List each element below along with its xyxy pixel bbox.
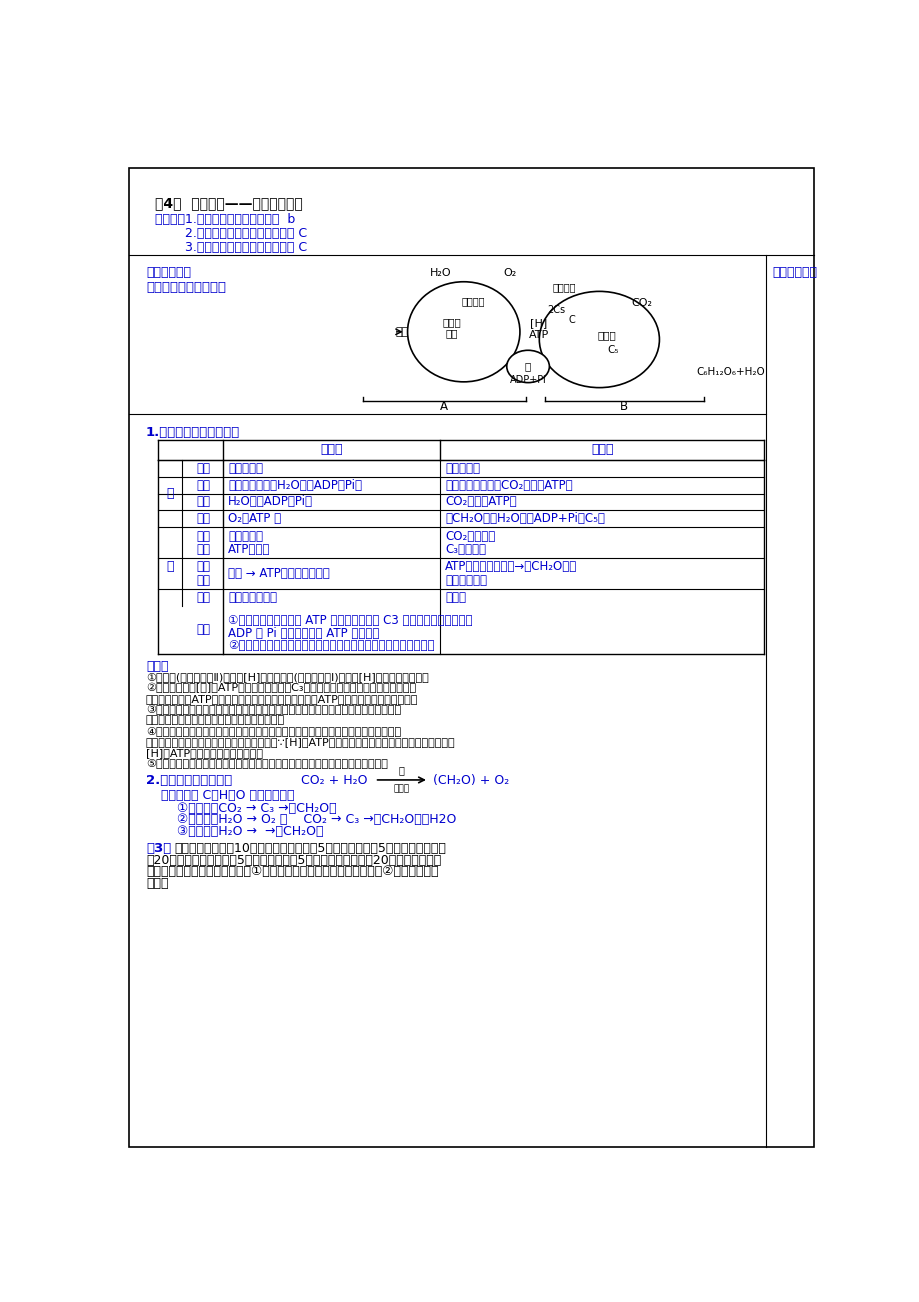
Text: C₅: C₅ [607,345,618,355]
Text: 件不变，则甲、乙、丙三种植物①所制造的有机物总量：丙＞乙＞甲？②积累的有机物: 件不变，则甲、乙、丙三种植物①所制造的有机物总量：丙＞乙＞甲？②积累的有机物 [146,866,438,879]
Text: 多种酶、不需光、CO₂、（、ATP）: 多种酶、不需光、CO₂、（、ATP） [445,479,573,492]
Text: 水的光解: 水的光解 [460,296,484,306]
Text: 多种酶: 多种酶 [597,329,616,340]
Text: 原料: 原料 [196,496,210,509]
Text: 光、色素、酶、H₂O、（ADP、Pi）: 光、色素、酶、H₂O、（ADP、Pi） [228,479,362,492]
Text: 注意：: 注意： [146,660,168,673]
Text: O₂、ATP 、: O₂、ATP 、 [228,513,281,526]
Text: 生命活动所需的ATP只能来自细胞呼吸。细胞呼吸产生的ATP用于生物体各项生命活动。: 生命活动所需的ATP只能来自细胞呼吸。细胞呼吸产生的ATP用于生物体各项生命活动… [146,694,418,703]
Text: B: B [619,400,628,413]
Text: O₂: O₂ [503,268,516,279]
Text: 【二次备课】: 【二次备课】 [771,266,816,279]
Text: 2.光合作用总反应式：: 2.光合作用总反应式： [146,773,232,786]
Text: ATP中活跃的化学能→（CH₂O）中: ATP中活跃的化学能→（CH₂O）中 [445,560,577,573]
Text: ②没有光反应，暗反应无法进行；没有暗反应，有机物无法合成。: ②没有光反应，暗反应无法进行；没有暗反应，有机物无法合成。 [228,639,434,652]
Text: 总量？: 总量？ [146,878,168,891]
Text: 别: 别 [166,560,174,573]
Text: 时间: 时间 [196,591,210,604]
Text: 条件: 条件 [196,479,210,492]
Text: 行20分钟。植物丙：光照5秒钟后再暗处理5秒钟，如此交替进行20分钟。若其他条: 行20分钟。植物丙：光照5秒钟后再暗处理5秒钟，如此交替进行20分钟。若其他条 [146,854,441,867]
Text: 少？（间隔处理比一直光照的有机物积累多，∵[H]、ATP基本不积累，利用充分；但一直光照会造成: 少？（间隔处理比一直光照的有机物积累多，∵[H]、ATP基本不积累，利用充分；但… [146,737,455,747]
Text: 2Cs: 2Cs [547,305,565,315]
Text: ⑤实验证实，除淀粉等糖类外，蛋白质、脂肪和有机酸也是光合作用的直接产物。: ⑤实验证实，除淀粉等糖类外，蛋白质、脂肪和有机酸也是光合作用的直接产物。 [146,758,388,768]
Text: CO₂、（、ATP）: CO₂、（、ATP） [445,496,516,509]
Text: （四）光合作用的过程: （四）光合作用的过程 [146,281,226,294]
Text: 植物甲：持续光照10分钟，植物乙：光照5分钟后再暗处理5分钟，如此交替进: 植物甲：持续光照10分钟，植物乙：光照5分钟后再暗处理5分钟，如此交替进 [174,842,446,855]
Text: C₃的还原：: C₃的还原： [445,543,485,556]
Text: 1.光反应、暗反应的比较: 1.光反应、暗反应的比较 [146,426,240,439]
Text: （CH₂O）、H₂O、（ADP+Pi、C₅）: （CH₂O）、H₂O、（ADP+Pi、C₅） [445,513,605,526]
Text: ②氧元素：H₂O → O₂ ；    CO₂ → C₃ →（CH₂O）、H2O: ②氧元素：H₂O → O₂ ； CO₂ → C₃ →（CH₂O）、H2O [176,812,456,825]
Text: H₂O、（ADP、Pi）: H₂O、（ADP、Pi） [228,496,312,509]
Text: 光能 → ATP中活跃的化学能: 光能 → ATP中活跃的化学能 [228,568,330,581]
Text: 光合作用中 C、H、O 的转移途径：: 光合作用中 C、H、O 的转移途径： [162,789,295,802]
Text: 光能: 光能 [394,327,408,337]
Text: ADP+Pi: ADP+Pi [509,375,546,384]
Text: ADP 和 Pi 为光反应合成 ATP 提供原料: ADP 和 Pi 为光反应合成 ATP 提供原料 [228,626,380,639]
Text: 光: 光 [398,766,404,775]
Text: 稳定的化学能: 稳定的化学能 [445,574,487,587]
Text: 【考纲】1.叶绿体色素的提取和分离  b: 【考纲】1.叶绿体色素的提取和分离 b [155,214,295,227]
Text: 叶绿体基粒: 叶绿体基粒 [228,462,263,475]
Text: 叶绿体: 叶绿体 [442,316,461,327]
Text: ③暗反应有光、无光都能进行，若光反应停止，暗反应可持续进行一段时间，但时间不: ③暗反应有光、无光都能进行，若光反应停止，暗反应可持续进行一段时间，但时间不 [146,704,401,715]
Text: 能量: 能量 [196,560,210,573]
Text: 长，所以晚上只进行呼吸作用，暗反应不进行。: 长，所以晚上只进行呼吸作用，暗反应不进行。 [146,715,285,725]
Text: C: C [568,315,575,326]
Text: 【教学过程】: 【教学过程】 [146,266,191,279]
Text: 加氢还原: 加氢还原 [552,283,575,292]
Text: [H]: [H] [529,318,547,328]
Text: ATP: ATP [528,329,549,340]
Text: A: A [440,400,448,413]
Text: 光反应: 光反应 [321,443,343,456]
Text: 暗反应: 暗反应 [591,443,613,456]
Text: 变化: 变化 [196,543,210,556]
Text: 场所: 场所 [196,462,210,475]
Text: 短促、以微秒计: 短促、以微秒计 [228,591,277,604]
Text: CO₂ + H₂O: CO₂ + H₂O [301,773,367,786]
Text: ④相同光照时间内，若光照和黑暗间隔处理与一直光照相比，植物积累的有机物谁多谁: ④相同光照时间内，若光照和黑暗间隔处理与一直光照相比，植物积累的有机物谁多谁 [146,727,401,736]
Text: 较缓慢: 较缓慢 [445,591,466,604]
Text: 叶绿体: 叶绿体 [393,785,409,793]
Ellipse shape [407,281,519,381]
Text: ATP合成：: ATP合成： [228,543,270,556]
Text: ①光反应(还原型辅酶Ⅱ)产生的[H]和细胞呼吸(还原型辅酶Ⅰ)产生的[H]并非同一种物质。: ①光反应(还原型辅酶Ⅱ)产生的[H]和细胞呼吸(还原型辅酶Ⅰ)产生的[H]并非同… [146,672,428,682]
Text: 变化: 变化 [196,574,210,587]
Text: CO₂的固定：: CO₂的固定： [445,530,494,543]
Text: CO₂: CO₂ [630,298,652,307]
Text: 物质: 物质 [196,530,210,543]
Text: ①光反应阶段产生的和 ATP 参与暗反应阶段 C3 的还原；暗反应产生的: ①光反应阶段产生的和 ATP 参与暗反应阶段 C3 的还原；暗反应产生的 [228,613,472,626]
Text: 叶绿体基质: 叶绿体基质 [445,462,480,475]
Text: 水的光解：: 水的光解： [228,530,263,543]
Text: ③氢元素：H₂O →  →（CH₂O）: ③氢元素：H₂O → →（CH₂O） [176,824,323,837]
Text: 产物: 产物 [196,513,210,526]
Ellipse shape [539,292,659,388]
Text: C₆H₁₂O₆+H₂O: C₆H₁₂O₆+H₂O [696,367,765,376]
Text: 色素: 色素 [446,328,458,339]
Text: ②光反应产生的[Ｈ]和ATP，只用于暗反应的C₃的还原，不能用于其他生命活动，其他: ②光反应产生的[Ｈ]和ATP，只用于暗反应的C₃的还原，不能用于其他生命活动，其… [146,684,415,693]
Text: ①碳元素：CO₂ → C₃ →（CH₂O）: ①碳元素：CO₂ → C₃ →（CH₂O） [176,802,336,815]
Text: (CH₂O) + O₂: (CH₂O) + O₂ [432,773,508,786]
Text: 区: 区 [166,487,174,500]
Text: [H]和ATP的积累，利用不充分。）: [H]和ATP的积累，利用不充分。） [146,747,263,758]
Text: 联系: 联系 [196,624,210,637]
Text: 3.影响光合作用速率的环境因素 C: 3.影响光合作用速率的环境因素 C [185,241,307,254]
Text: 酶: 酶 [525,361,530,371]
Ellipse shape [506,350,549,383]
Text: 第4节  能量之源——光和光合作用: 第4节 能量之源——光和光合作用 [155,197,302,211]
Text: H₂O: H₂O [429,268,451,279]
Text: 2.光合作用以及对它的认识过程 C: 2.光合作用以及对它的认识过程 C [185,227,307,240]
Text: 例3：: 例3： [146,842,171,855]
